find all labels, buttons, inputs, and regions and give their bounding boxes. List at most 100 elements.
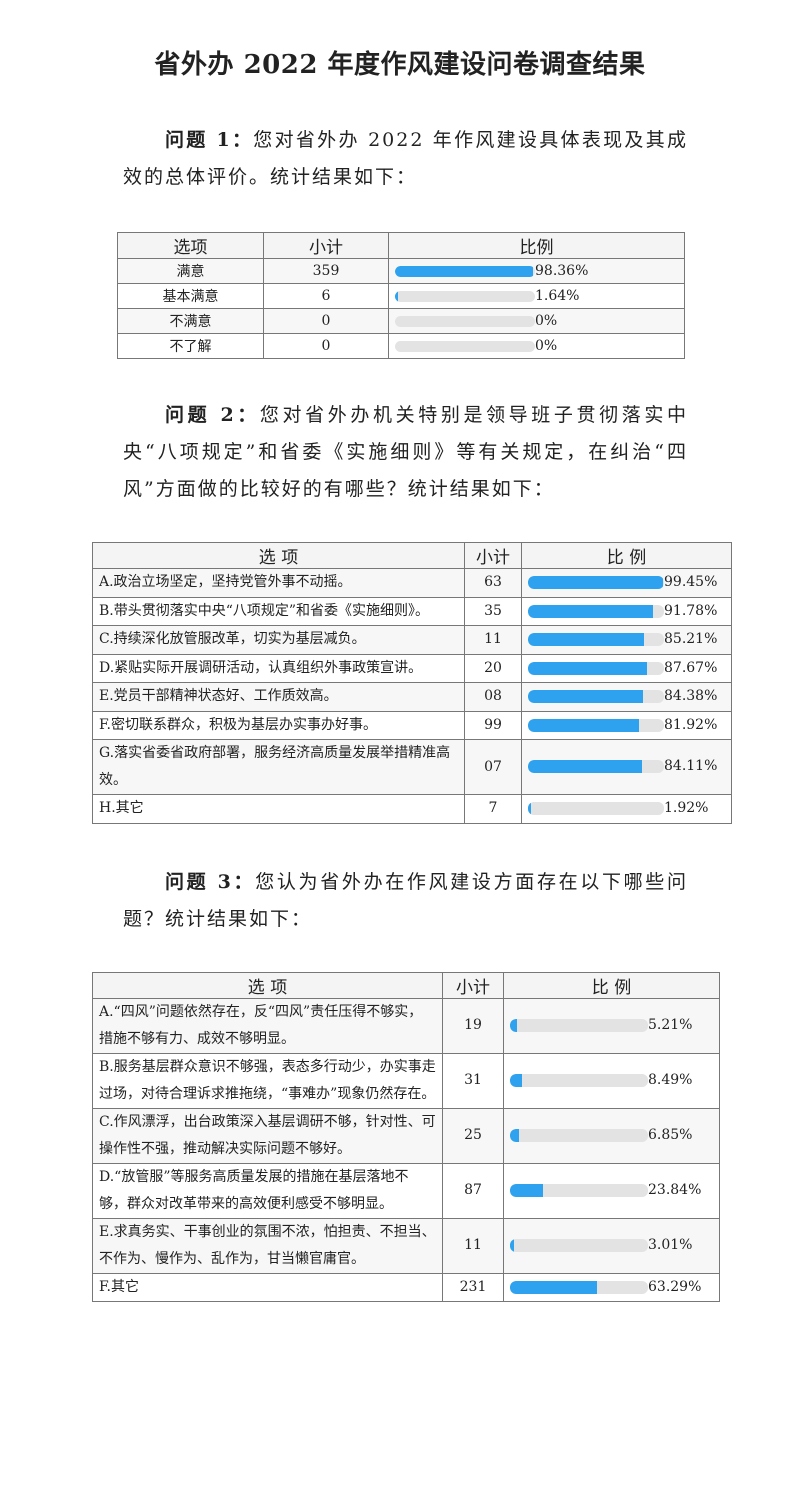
progress-bar [528,604,664,618]
ratio-cell: 0% [388,333,685,359]
progress-fill [528,690,643,703]
column-header: 小计 [442,971,504,999]
ratio-cell: 98.36% [388,258,685,284]
table-row: F.密切联系群众，积极为基层办实事办好事。 99 81.92% [92,710,732,740]
percent-label: 84.38% [664,688,718,704]
column-header: 选项 [117,232,264,259]
percent-label: 91.78% [664,602,718,619]
count-cell: 11 [464,625,522,655]
progress-bar [510,1280,648,1294]
ratio-cell: 6.85% [503,1107,720,1164]
progress-fill [395,265,533,277]
table-header: 选 项小计比 例 [92,542,732,569]
percent-label: 84.11% [664,758,718,775]
progress-fill [528,604,653,618]
progress-fill [528,802,531,815]
ratio-cell: 85.21% [521,625,732,655]
percent-label: 0% [535,313,558,329]
option-cell: F.其它 [92,1272,443,1302]
table-row: D.“放管服”等服务高质量发展的措施在基层落地不够，群众对改革带来的高效便利感受… [92,1162,720,1219]
progress-fill [510,1183,543,1197]
option-cell: C.作风漂浮，出台政策深入基层调研不够，针对性、可操作性不强，推动解决实际问题不… [92,1107,443,1164]
question-3: 问题 3：您认为省外办在作风建设方面存在以下哪些问题？统计结果如下： [123,864,688,938]
progress-bar [528,802,664,815]
progress-bar [510,1018,648,1032]
document: 省外办 2022 年度作风建设问卷调查结果 问题 1：您对省外办 2022 年作… [92,50,732,1303]
option-cell: 满意 [117,258,264,284]
progress-bar [510,1238,648,1252]
table-row: B.带头贯彻落实中央“八项规定”和省委《实施细则》。 35 91.78% [92,596,732,626]
table-row: E.党员干部精神状态好、工作质效高。 08 84.38% [92,682,732,712]
count-cell: 99 [464,710,522,740]
table-row: C.持续深化放管服改革，切实为基层减负。 11 85.21% [92,625,732,655]
count-cell: 359 [263,258,389,284]
percent-label: 0% [535,338,558,354]
ratio-cell: 91.78% [521,596,732,626]
progress-fill [528,760,643,774]
table-row: 不满意 0 0% [117,308,685,334]
column-header: 小计 [464,542,522,569]
table-row: B.服务基层群众意识不够强，表态多行动少，办实事走过场，对待合理诉求推拖绕，“事… [92,1052,720,1109]
table-row: A.“四风”问题依然存在，反“四风”责任压得不够实，措施不够有力、成效不够明显。… [92,997,720,1054]
option-cell: D.紧贴实际开展调研活动，认真组织外事政策宣讲。 [92,653,465,683]
ratio-cell: 63.29% [503,1272,720,1302]
progress-fill [510,1018,518,1032]
ratio-cell: 23.84% [503,1162,720,1219]
progress-bar [395,315,535,327]
progress-fill [528,576,664,589]
table-row: G.落实省委省政府部署，服务经济高质量发展举措精准高效。 07 84.11% [92,739,732,795]
progress-fill [510,1128,520,1142]
table-row: 不了解 0 0% [117,333,685,359]
option-cell: C.持续深化放管服改革，切实为基层减负。 [92,625,465,655]
ratio-cell: 1.64% [388,283,685,309]
count-cell: 7 [464,794,522,824]
question-3-table: 选 项小计比 例 A.“四风”问题依然存在，反“四风”责任压得不够实，措施不够有… [92,971,720,1303]
count-cell: 31 [442,1052,504,1109]
progress-bar [528,718,664,732]
progress-fill [528,633,644,646]
progress-bar [528,760,664,774]
option-cell: H.其它 [92,794,465,824]
option-cell: 基本满意 [117,283,264,309]
ratio-cell: 84.38% [521,682,732,712]
column-header: 选 项 [92,542,465,569]
option-cell: A.政治立场坚定，坚持党管外事不动摇。 [92,568,465,598]
table-row: H.其它 7 1.92% [92,794,732,824]
question-1-text: 您对省外办 2022 年作风建设具体表现及其成效的总体评价。统计结果如下： [123,129,688,188]
question-3-text: 您认为省外办在作风建设方面存在以下哪些问题？统计结果如下： [123,870,688,930]
option-cell: F.密切联系群众，积极为基层办实事办好事。 [92,710,465,740]
option-cell: 不了解 [117,333,264,359]
option-cell: E.求真务实、干事创业的氛围不浓，怕担责、不担当、不作为、慢作为、乱作为，甘当懒… [92,1217,443,1274]
question-2: 问题 2：您对省外办机关特别是领导班子贯彻落实中央“八项规定”和省委《实施细则》… [123,397,688,508]
count-cell: 20 [464,653,522,683]
progress-bar [395,265,535,277]
column-header: 小计 [263,232,389,259]
table-row: C.作风漂浮，出台政策深入基层调研不够，针对性、可操作性不强，推动解决实际问题不… [92,1107,720,1164]
progress-bar [528,576,664,589]
option-cell: B.服务基层群众意识不够强，表态多行动少，办实事走过场，对待合理诉求推拖绕，“事… [92,1052,443,1109]
count-cell: 87 [442,1162,504,1219]
percent-label: 5.21% [648,1016,693,1033]
table-header: 选项 小计 比例 [117,232,685,259]
table-header: 选 项小计比 例 [92,971,720,999]
ratio-cell: 1.92% [521,794,732,824]
ratio-cell: 5.21% [503,997,720,1054]
progress-fill [395,290,398,302]
progress-fill [528,718,640,732]
question-1: 问题 1：您对省外办 2022 年作风建设具体表现及其成效的总体评价。统计结果如… [123,122,688,196]
progress-fill [528,661,648,675]
ratio-cell: 3.01% [503,1217,720,1274]
question-2-text: 您对省外办机关特别是领导班子贯彻落实中央“八项规定”和省委《实施细则》等有关规定… [123,404,688,500]
question-2-label: 问题 2： [165,404,260,426]
ratio-cell: 87.67% [521,653,732,683]
table-row: E.求真务实、干事创业的氛围不浓，怕担责、不担当、不作为、慢作为、乱作为，甘当懒… [92,1217,720,1274]
option-cell: E.党员干部精神状态好、工作质效高。 [92,682,465,712]
option-cell: B.带头贯彻落实中央“八项规定”和省委《实施细则》。 [92,596,465,626]
progress-bar [528,661,664,675]
ratio-cell: 0% [388,308,685,334]
percent-label: 85.21% [664,631,718,647]
percent-label: 6.85% [648,1126,693,1143]
count-cell: 35 [464,596,522,626]
count-cell: 6 [263,283,389,309]
count-cell: 19 [442,997,504,1054]
